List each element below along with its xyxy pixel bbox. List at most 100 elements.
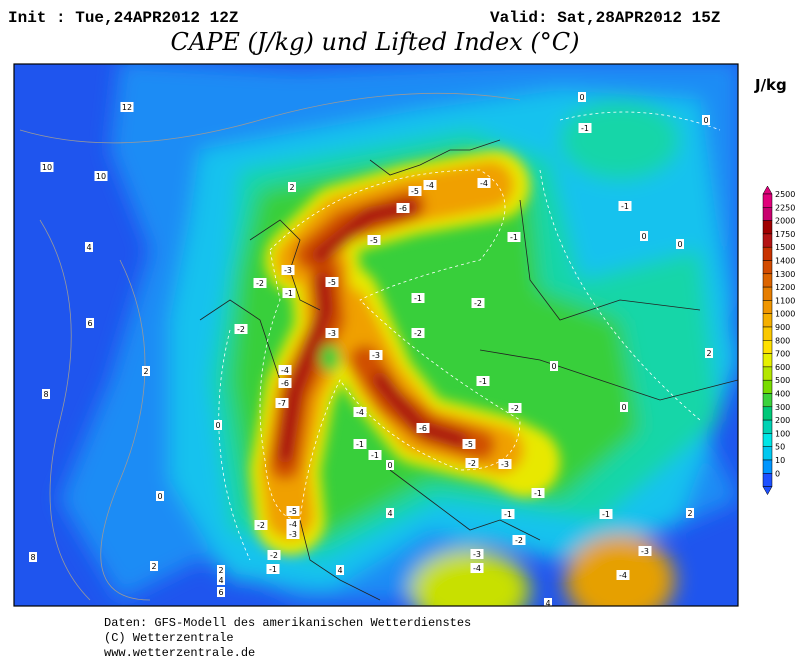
contour-label-box xyxy=(476,376,490,386)
contour-label: -1 xyxy=(510,233,518,242)
contour-label-box xyxy=(253,278,267,288)
contour-label: -2 xyxy=(257,521,265,530)
init-time: Init : Tue,24APR2012 12Z xyxy=(8,9,238,27)
contour-label-box xyxy=(278,378,292,388)
contour-label: -7 xyxy=(278,399,286,408)
contour-label-box xyxy=(150,561,158,571)
contour-label: -2 xyxy=(468,459,476,468)
contour-label-box xyxy=(550,361,558,371)
contour-label: 0 xyxy=(387,461,392,470)
contour-label-box xyxy=(336,565,344,575)
contour-label: -4 xyxy=(480,179,488,188)
contour-label: -2 xyxy=(256,279,264,288)
legend-swatch xyxy=(762,246,773,261)
contour-label: 2 xyxy=(218,566,223,575)
legend-label: 900 xyxy=(775,323,790,332)
footer-line: (C) Wetterzentrale xyxy=(104,631,234,645)
contour-label-box xyxy=(686,508,694,518)
contour-label-box xyxy=(353,439,367,449)
contour-label: 6 xyxy=(87,319,92,328)
contour-label-box xyxy=(254,520,268,530)
contour-label: 2 xyxy=(687,509,692,518)
contour-label-box xyxy=(411,293,425,303)
legend-swatch xyxy=(762,207,773,221)
contour-label: -4 xyxy=(619,571,627,580)
contour-label: -1 xyxy=(621,202,629,211)
legend-label: 500 xyxy=(775,376,790,385)
contour-label: -1 xyxy=(534,489,542,498)
contour-label-box xyxy=(640,231,648,241)
legend-swatch xyxy=(762,233,773,248)
legend-swatch xyxy=(762,313,773,328)
contour-label: -3 xyxy=(473,550,481,559)
legend-label: 700 xyxy=(775,350,790,359)
contour-label-box xyxy=(638,546,652,556)
contour-label-box xyxy=(266,564,280,574)
contour-label-box xyxy=(278,365,292,375)
contour-label: -3 xyxy=(501,460,509,469)
contour-label: -3 xyxy=(328,329,336,338)
legend-label: 10 xyxy=(775,456,785,465)
contour-label-box xyxy=(507,232,521,242)
legend-swatch xyxy=(762,326,773,341)
legend-label: 0 xyxy=(775,469,780,478)
legend-swatch xyxy=(762,446,773,461)
contour-label: -1 xyxy=(602,510,610,519)
contour-label-box xyxy=(411,328,425,338)
contour-label-box xyxy=(501,509,515,519)
legend-label: 1200 xyxy=(775,283,795,292)
contour-label-box xyxy=(288,182,296,192)
legend-swatch xyxy=(762,286,773,301)
contour-label-box xyxy=(396,203,410,213)
contour-label: -5 xyxy=(328,278,336,287)
legend-swatch xyxy=(762,459,773,474)
legend-label: 2500 xyxy=(775,190,795,199)
contour-label-box xyxy=(386,460,394,470)
contour-label-box xyxy=(367,235,381,245)
legend-label: 1400 xyxy=(775,257,795,266)
contour-label-box xyxy=(217,587,225,597)
contour-label: -1 xyxy=(356,440,364,449)
contour-label-box xyxy=(217,575,225,585)
contour-label: 4 xyxy=(86,243,91,252)
contour-label-box xyxy=(512,535,526,545)
contour-label-box xyxy=(578,123,592,133)
contour-label-box xyxy=(578,92,586,102)
legend-swatch xyxy=(762,273,773,288)
contour-label-box xyxy=(702,115,710,125)
contour-label-box xyxy=(618,201,632,211)
contour-label: -5 xyxy=(411,187,419,196)
contour-label: -2 xyxy=(414,329,422,338)
contour-label-box xyxy=(286,506,300,516)
contour-label: -2 xyxy=(511,404,519,413)
contour-label-box xyxy=(498,459,512,469)
contour-label: 0 xyxy=(641,232,646,241)
contour-label-box xyxy=(470,563,484,573)
contour-label: 12 xyxy=(122,103,132,112)
contour-label: -1 xyxy=(479,377,487,386)
legend-swatch xyxy=(762,473,773,487)
contour-label: -1 xyxy=(414,294,422,303)
contour-label-box xyxy=(40,162,54,172)
contour-label-box xyxy=(275,398,289,408)
contour-label: 10 xyxy=(96,172,106,181)
contour-label: -2 xyxy=(474,299,482,308)
contour-label-box xyxy=(386,508,394,518)
contour-label-box xyxy=(325,328,339,338)
contour-label-box xyxy=(508,403,522,413)
contour-label-box xyxy=(156,491,164,501)
isolines xyxy=(19,92,521,601)
contour-label: 0 xyxy=(551,362,556,371)
unit-label: J/kg xyxy=(754,76,787,94)
contour-label-box xyxy=(620,402,628,412)
contour-label-box xyxy=(408,186,422,196)
contour-label: -5 xyxy=(370,236,378,245)
contour-label-box xyxy=(368,450,382,460)
valid-time: Valid: Sat,28APR2012 15Z xyxy=(490,9,720,27)
contour-label-box xyxy=(29,552,37,562)
contour-label: 4 xyxy=(218,576,223,585)
contour-label: -3 xyxy=(284,266,292,275)
contour-label-box xyxy=(282,288,296,298)
legend-swatch xyxy=(762,220,773,235)
